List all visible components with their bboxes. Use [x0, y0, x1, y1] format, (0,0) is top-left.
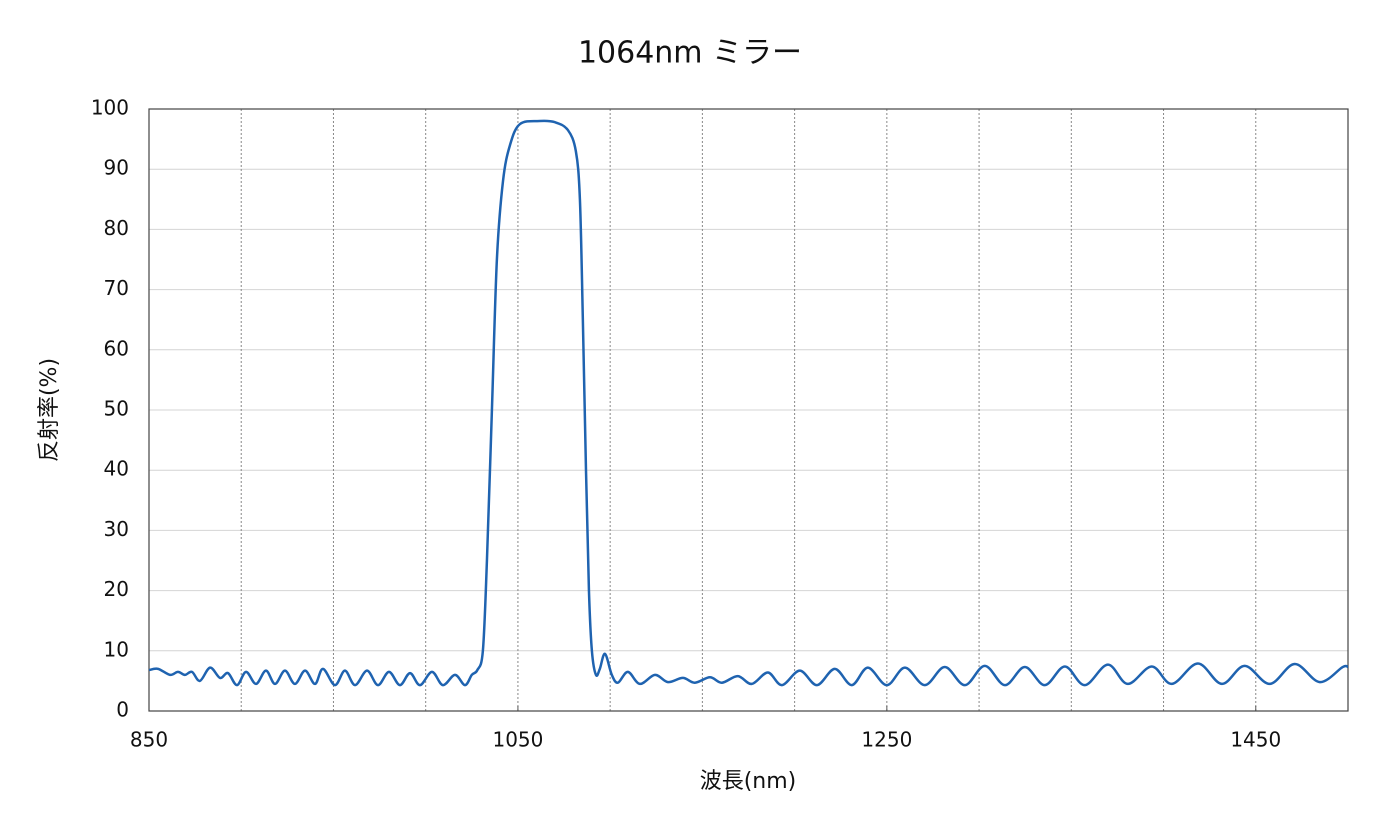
y-tick-label: 80 — [104, 216, 129, 240]
x-axis-label: 波長(nm) — [700, 769, 797, 794]
plot-frame — [148, 108, 1349, 712]
y-tick-label: 90 — [104, 156, 129, 180]
y-tick-label: 60 — [104, 336, 129, 360]
x-tick-label: 1450 — [1230, 728, 1281, 752]
data-line — [148, 119, 1349, 687]
y-tick-label: 30 — [104, 517, 129, 541]
x-tick-label: 1250 — [861, 728, 912, 752]
y-axis-label: 反射率(%) — [37, 358, 62, 462]
y-tick-label: 0 — [116, 698, 129, 722]
y-tick-label: 50 — [104, 397, 129, 421]
y-tick-label: 20 — [104, 577, 129, 601]
chart-title: 1064nm ミラー — [578, 36, 802, 71]
y-tick-label: 100 — [91, 96, 129, 120]
y-tick-label: 10 — [104, 637, 129, 661]
x-tick-label: 1050 — [492, 728, 543, 752]
y-tick-label: 40 — [104, 457, 129, 481]
y-tick-label: 70 — [104, 276, 129, 300]
x-tick-label: 850 — [130, 728, 168, 752]
